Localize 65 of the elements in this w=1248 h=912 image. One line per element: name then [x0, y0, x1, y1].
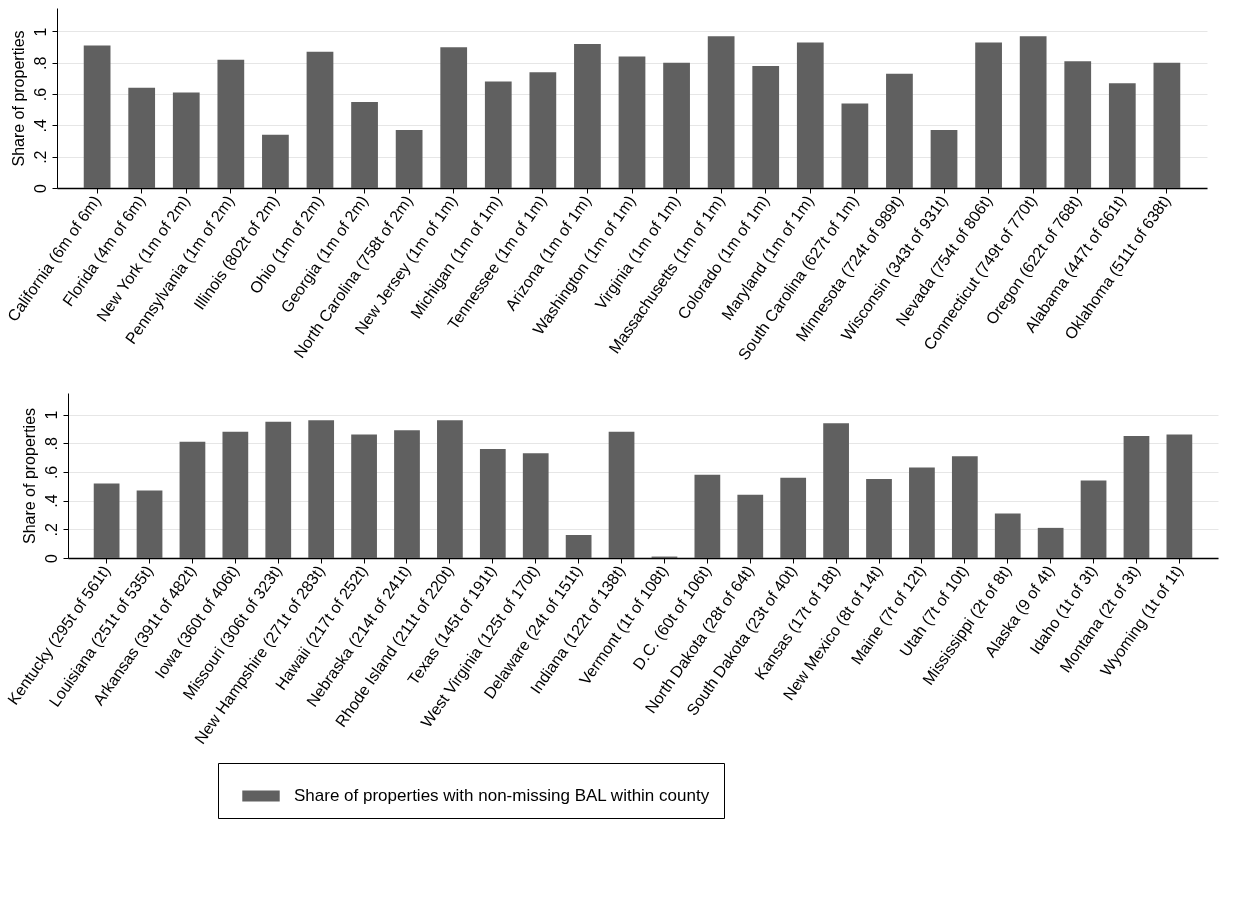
bar: [136, 490, 163, 558]
bar: [484, 81, 512, 188]
y-tick-label: .4: [31, 119, 49, 133]
bar: [1064, 61, 1092, 188]
bar: [306, 51, 334, 188]
bar: [752, 65, 780, 188]
bar: [866, 479, 892, 558]
bar: [909, 467, 935, 558]
y-tick-label: 0: [31, 183, 49, 193]
y-tick-label: .4: [42, 494, 60, 508]
bar: [1166, 434, 1193, 558]
bar: [951, 456, 978, 558]
bar: [1153, 62, 1181, 188]
bar: [440, 47, 468, 188]
bar: [574, 44, 601, 188]
bar: [179, 441, 206, 558]
bar: [1080, 480, 1107, 558]
bar: [217, 59, 245, 188]
bar: [796, 42, 824, 188]
y-tick-label: 1: [42, 410, 60, 420]
bar: [437, 420, 463, 558]
bar: [1019, 36, 1047, 188]
bar: [479, 448, 506, 558]
bar: [618, 56, 646, 188]
y-tick-label: 1: [31, 27, 49, 37]
bar: [262, 134, 289, 188]
y-tick-label: .2: [31, 150, 49, 164]
bar: [1108, 83, 1136, 188]
bar: [93, 483, 120, 558]
bar: [529, 72, 557, 188]
y-axis-title: Share of properties: [20, 407, 38, 545]
bar: [994, 513, 1021, 558]
bar: [841, 103, 869, 188]
bar: [265, 421, 292, 558]
bar: [565, 535, 592, 558]
bar: [83, 45, 111, 188]
bar: [308, 420, 335, 558]
bar: [975, 42, 1002, 188]
y-tick-label: .8: [31, 56, 49, 70]
bar: [780, 477, 807, 558]
bar: [351, 101, 378, 188]
bar: [522, 453, 549, 558]
bar: [394, 430, 420, 558]
bar: [737, 494, 764, 558]
bar: [930, 130, 958, 188]
bar: [663, 62, 690, 188]
bar: [608, 431, 635, 558]
bar: [707, 36, 735, 188]
bar: [1037, 527, 1064, 558]
bar: [172, 92, 200, 188]
bar: [128, 87, 156, 188]
y-tick-label: .6: [42, 465, 60, 480]
y-tick-label: .2: [42, 523, 60, 537]
y-tick-label: .8: [42, 436, 60, 451]
bar: [694, 474, 721, 558]
bar: [222, 431, 249, 558]
bar: [395, 130, 423, 188]
bar: [823, 423, 849, 558]
bar: [886, 73, 913, 188]
y-axis-title: Share of properties: [9, 30, 27, 167]
y-tick-label: 0: [42, 553, 60, 563]
y-tick-label: .6: [31, 87, 49, 102]
bar: [351, 434, 377, 558]
bar: [1123, 436, 1150, 558]
legend-label: Share of properties with non-missing BAL within county: [294, 786, 710, 805]
